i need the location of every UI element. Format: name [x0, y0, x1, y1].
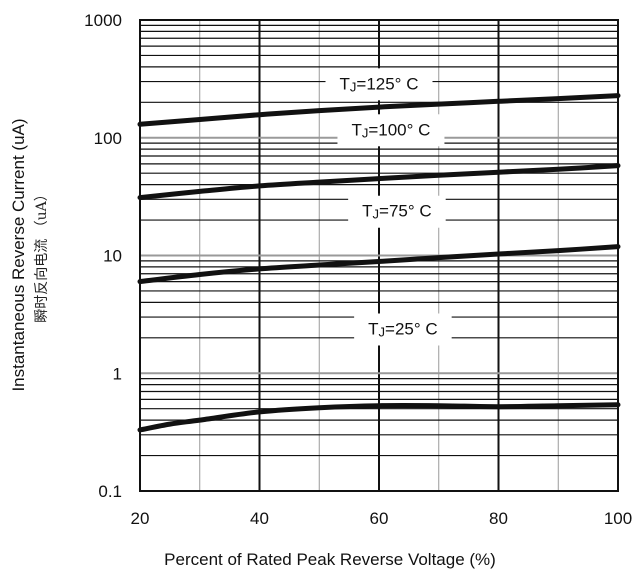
series-label: TJ=125° C: [325, 68, 433, 101]
series-label-text: TJ=125° C: [340, 74, 419, 94]
grid-lines: [140, 20, 618, 491]
y-tick-label: 10: [103, 247, 122, 266]
series-label-bg: [337, 114, 445, 147]
x-tick-labels: 20 40 60 80 100: [131, 509, 633, 528]
plot-frame: [139, 19, 619, 492]
x-tick-label: 100: [604, 509, 632, 528]
series-label-bg: [325, 68, 433, 101]
series-label-text: TJ=25° C: [368, 319, 438, 339]
y-tick-labels: 0.1 1 10 100 1000: [84, 11, 122, 501]
y-tick-label: 1: [113, 364, 122, 383]
series-line: [137, 244, 621, 285]
series-line: [137, 163, 621, 201]
x-tick-label: 20: [131, 509, 150, 528]
series-curves: [137, 93, 621, 433]
series-label: TJ=25° C: [354, 313, 452, 346]
series-label-bg: [348, 195, 446, 228]
series-label-text: TJ=75° C: [362, 202, 432, 222]
y-tick-label: 1000: [84, 11, 122, 30]
series-line: [137, 93, 621, 127]
x-tick-label: 60: [370, 509, 389, 528]
series-label: TJ=75° C: [348, 195, 446, 228]
y-axis-subtitle: 瞬时反向电流 （uA）: [34, 187, 50, 323]
series-label-bg: [354, 313, 452, 346]
series-label-text: TJ=100° C: [351, 120, 430, 140]
x-tick-label: 40: [250, 509, 269, 528]
x-axis-title: Percent of Rated Peak Reverse Voltage (%…: [164, 550, 496, 569]
y-tick-label: 100: [94, 129, 122, 148]
y-tick-label: 0.1: [98, 482, 122, 501]
series-labels: TJ=125° C TJ=100° C TJ=75° C TJ=25° C: [325, 68, 452, 346]
x-tick-label: 80: [489, 509, 508, 528]
y-axis-title: Instantaneous Reverse Current (uA): [9, 118, 28, 391]
series-line: [137, 402, 621, 433]
series-label: TJ=100° C: [337, 114, 445, 147]
